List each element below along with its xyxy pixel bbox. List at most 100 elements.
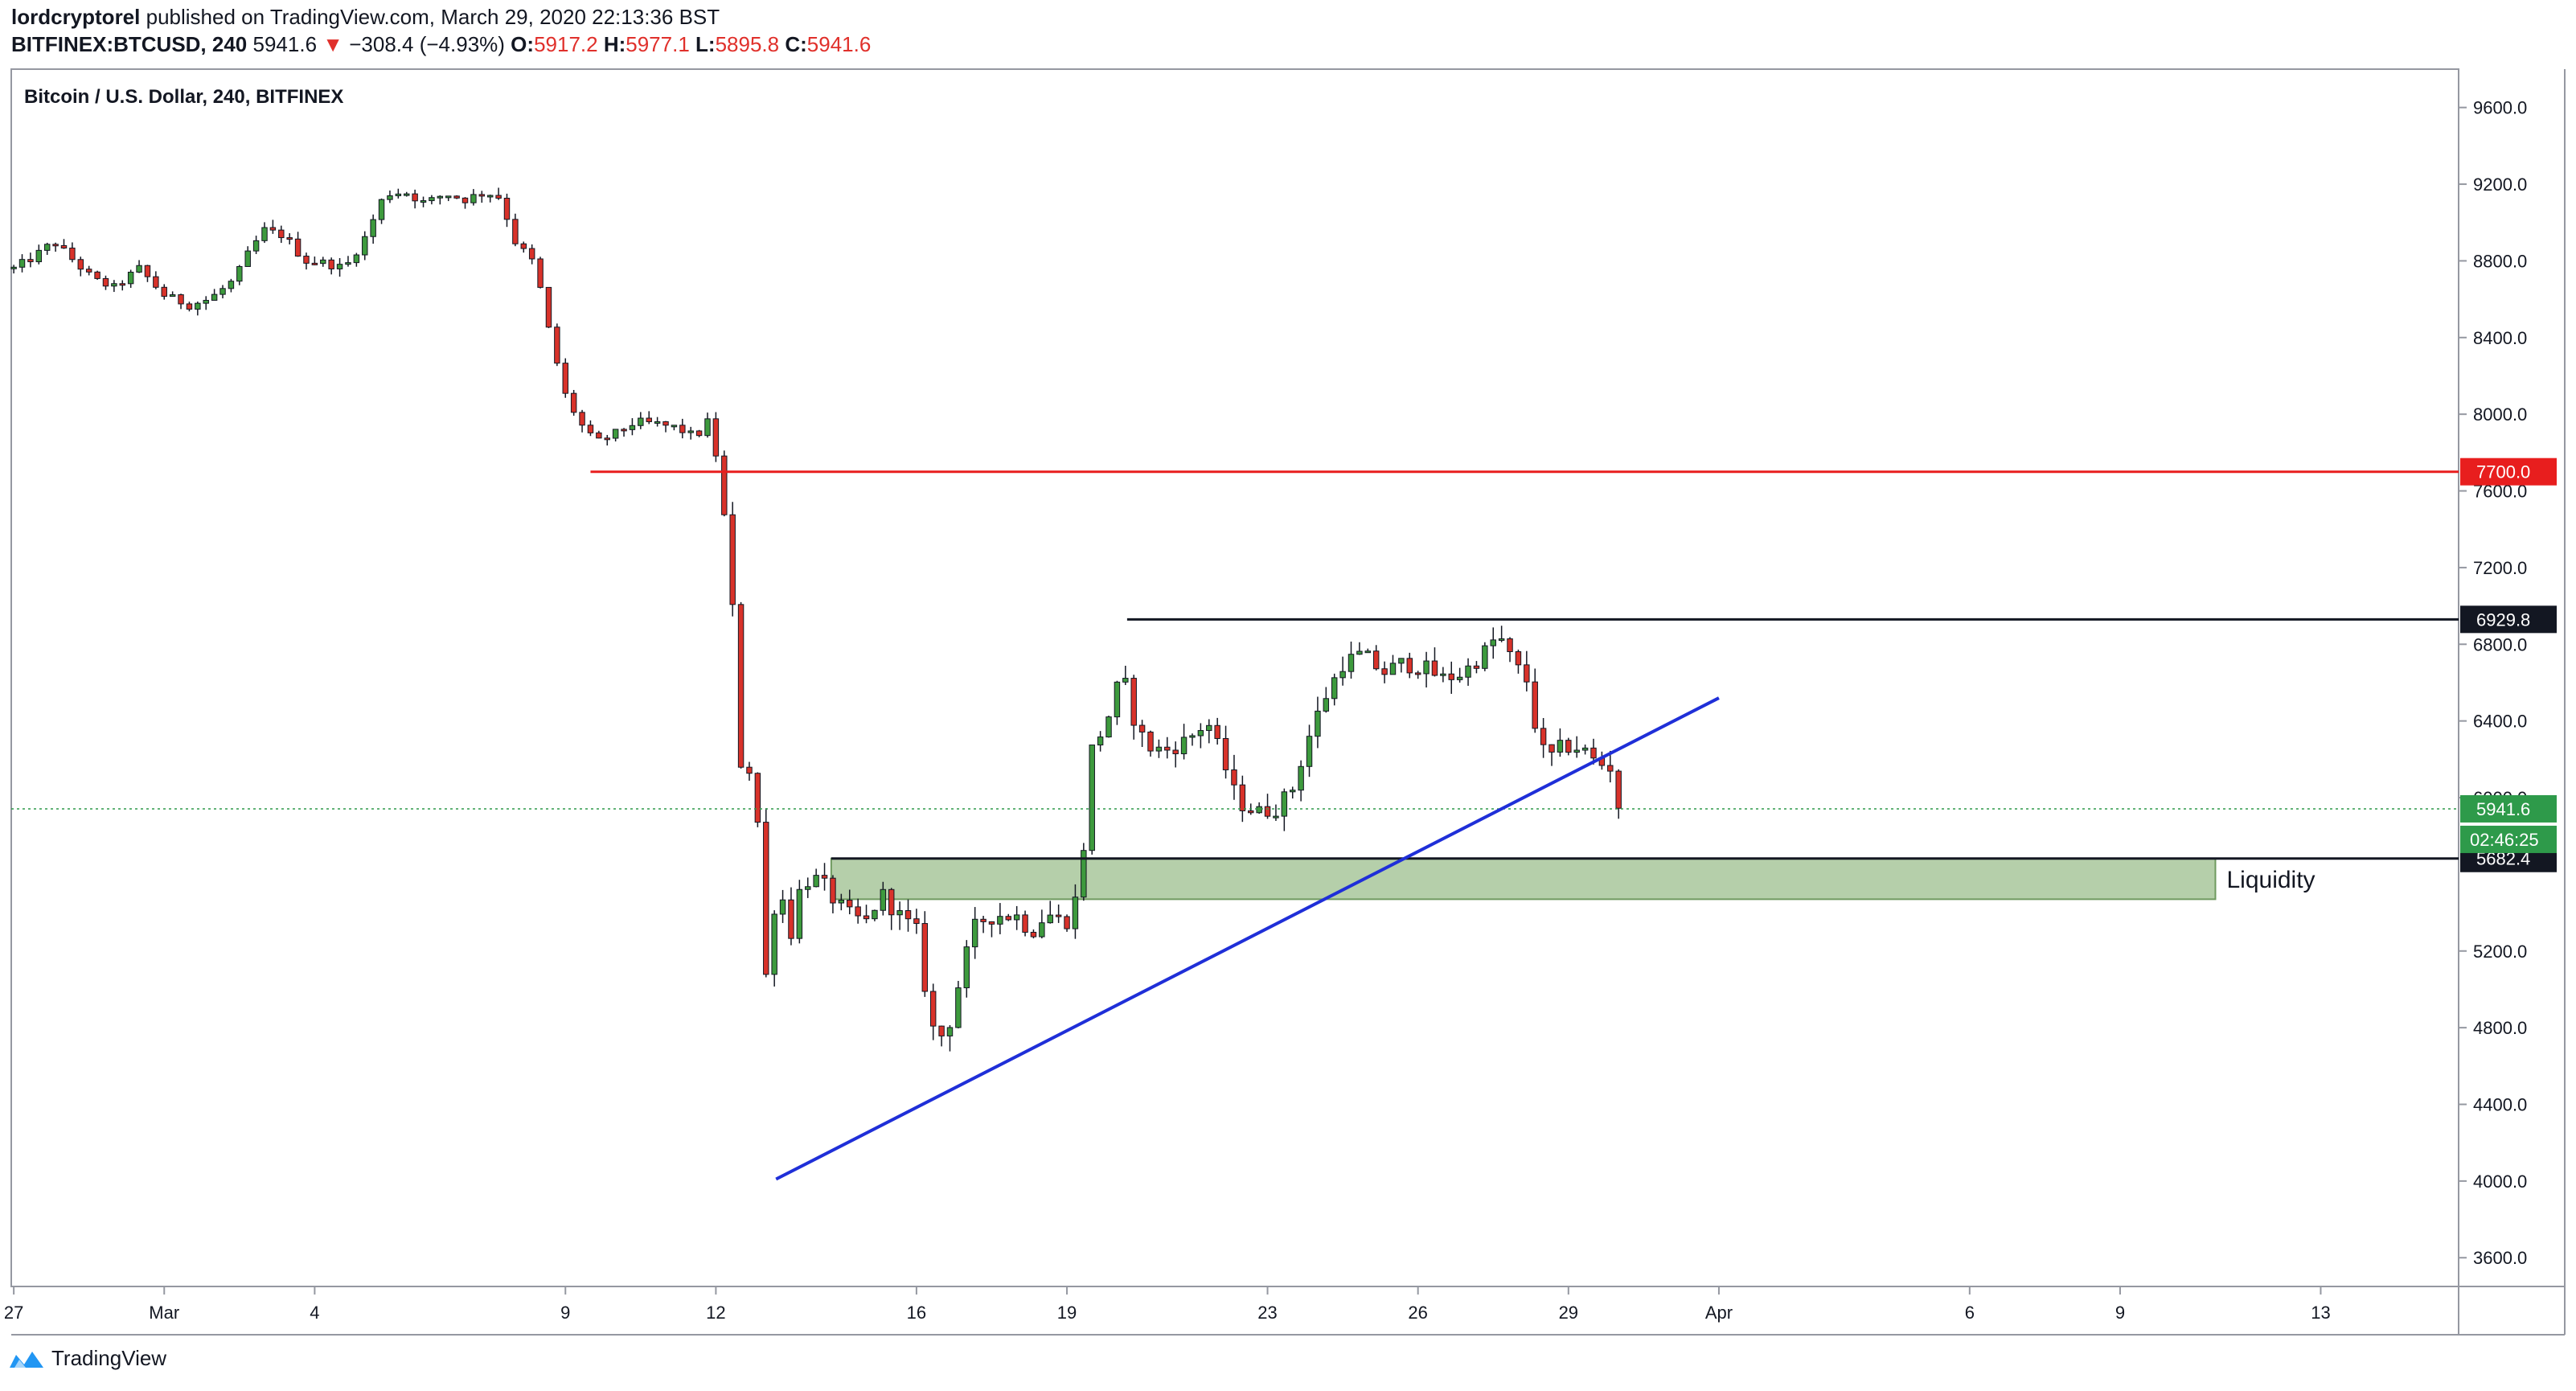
candle-down <box>679 425 686 433</box>
price-tag-label: 7700.0 <box>2476 462 2530 482</box>
candle-up <box>1047 914 1053 924</box>
candle-down <box>695 430 703 437</box>
candle-up <box>946 1027 954 1036</box>
candle-down <box>412 193 418 202</box>
candle-up <box>1490 639 1496 646</box>
candle-down <box>847 900 853 908</box>
candle-up <box>971 918 978 948</box>
candle-up <box>963 946 970 989</box>
candle-down <box>102 277 109 287</box>
candle-down <box>1264 806 1271 817</box>
candle-down <box>69 248 76 261</box>
tradingview-logo-icon <box>10 1351 43 1368</box>
candle-down <box>554 326 560 364</box>
price-axis[interactable]: 9600.09200.08800.08400.08000.07600.07200… <box>2459 98 2527 1269</box>
candle-down <box>604 437 610 441</box>
open-value: 5917.2 <box>534 32 598 56</box>
candle-up <box>387 195 393 200</box>
candle-up <box>838 900 845 904</box>
candle-down <box>913 918 920 925</box>
candle-down <box>85 269 92 273</box>
candle-down <box>1515 650 1522 666</box>
candle-up <box>35 249 43 263</box>
x-tick-label: 9 <box>560 1303 570 1323</box>
candle-down <box>186 303 193 310</box>
candle-up <box>612 429 619 439</box>
x-tick-label: 26 <box>1408 1303 1427 1323</box>
tradingview-footer[interactable]: TradingView <box>8 1346 166 1371</box>
candle-up <box>1573 749 1580 753</box>
candle-up <box>1013 914 1020 921</box>
author-name[interactable]: lordcryptorel <box>11 5 141 29</box>
candle-down <box>1431 660 1438 676</box>
candle-down <box>1147 731 1154 752</box>
candle-down <box>503 197 511 220</box>
candle-down <box>1130 678 1137 726</box>
candle-up <box>320 259 326 265</box>
y-tick-label: 6800.0 <box>2473 634 2527 654</box>
candle-up <box>1423 660 1430 675</box>
candle-down <box>1448 673 1454 680</box>
candle-up <box>1315 710 1321 737</box>
liquidity-zone-rect <box>830 857 2217 901</box>
candle-down <box>52 244 59 247</box>
candle-up <box>219 288 226 295</box>
candle-up <box>486 195 494 198</box>
candle-down <box>1607 765 1614 772</box>
candle-down <box>788 899 794 939</box>
candle-down <box>269 227 277 231</box>
candle-down <box>278 229 285 239</box>
candle-down <box>1030 931 1037 938</box>
candle-down <box>1214 724 1220 740</box>
candle-up <box>336 264 343 269</box>
candle-up <box>1364 650 1372 654</box>
candle-up <box>805 886 811 890</box>
candle-down <box>579 412 585 426</box>
candle-up <box>1323 698 1330 712</box>
candle-up <box>1306 736 1313 767</box>
candle-up <box>1389 663 1397 675</box>
candle-up <box>43 244 51 251</box>
candle-up <box>1097 737 1104 746</box>
candle-up <box>228 281 235 289</box>
y-tick-label: 9200.0 <box>2473 174 2527 195</box>
candle-down <box>537 258 544 288</box>
drawing-lines[interactable] <box>11 470 2459 1181</box>
candle-down <box>863 915 870 920</box>
candle-up <box>10 266 17 269</box>
down-arrow-icon: ▼ <box>322 32 343 56</box>
liquidity-zone[interactable]: Liquidity <box>830 857 2316 901</box>
time-axis[interactable]: 27 Mar 4 9 12 16 19 23 26 29 Apr 6 9 13 <box>4 1286 2331 1323</box>
candle-down <box>1507 638 1513 652</box>
candle-down <box>144 265 151 277</box>
y-tick-label: 7200.0 <box>2473 558 2527 578</box>
candle-down <box>1548 744 1555 753</box>
candle-up <box>1122 678 1129 683</box>
liquidity-label: Liquidity <box>2226 867 2315 893</box>
candle-down <box>294 238 301 257</box>
x-tick-label: 19 <box>1057 1303 1077 1323</box>
candle-up <box>378 199 385 220</box>
candle-down <box>119 283 125 286</box>
candle-down <box>1372 650 1380 670</box>
y-tick-label: 9600.0 <box>2473 98 2527 118</box>
candle-up <box>1105 716 1112 738</box>
candle-up <box>896 910 903 916</box>
candle-down <box>1231 769 1237 786</box>
candle-down <box>830 877 836 904</box>
candle-down <box>570 392 577 413</box>
candle-up <box>203 300 209 304</box>
candle-down <box>712 418 720 457</box>
candle-down <box>1473 665 1480 669</box>
y-tick-label: 4800.0 <box>2473 1018 2527 1038</box>
candle-up <box>195 302 201 310</box>
x-tick-label: 16 <box>907 1303 926 1323</box>
candle-up <box>1180 737 1188 754</box>
candle-down <box>929 991 937 1027</box>
candle-up <box>1189 735 1196 738</box>
candle-up <box>1465 665 1471 678</box>
y-tick-label: 8000.0 <box>2473 404 2527 425</box>
candle-down <box>545 286 552 328</box>
candle-up <box>136 265 142 273</box>
